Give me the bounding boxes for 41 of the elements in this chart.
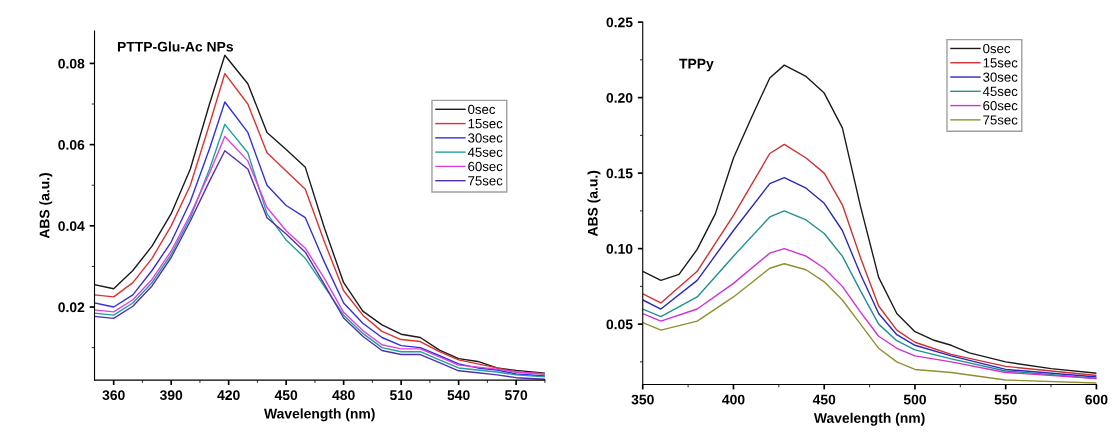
legend-label: 45sec <box>982 86 1018 97</box>
y-axis-title: ABS (a.u.) <box>587 170 601 237</box>
x-tick-label: 500 <box>903 394 926 405</box>
y-tick-label: 0.10 <box>606 243 633 254</box>
x-tick-label: 540 <box>447 390 470 401</box>
x-tick-label: 570 <box>504 390 528 401</box>
y-axis-title: ABS (a.u.) <box>39 173 53 239</box>
y-tick-label: 0.06 <box>58 139 85 150</box>
text: TPPy <box>679 58 714 72</box>
y-tick-label: 0.20 <box>606 92 633 103</box>
x-tick-label: 450 <box>812 394 836 405</box>
x-tick-label: 400 <box>722 394 745 405</box>
x-tick-label: 420 <box>217 390 240 401</box>
legend-label: 60sec <box>983 100 1018 111</box>
x-tick-label: 390 <box>159 390 183 401</box>
legend-label: 60sec <box>468 161 503 172</box>
y-tick-label: 0.05 <box>606 319 633 330</box>
x-axis-title: Wavelength (nm) <box>264 408 375 422</box>
x-tick-label: 450 <box>274 390 298 401</box>
x-tick-label: 600 <box>1085 394 1108 405</box>
y-tick-label: 0.25 <box>606 17 633 28</box>
x-tick-label: 510 <box>389 390 413 401</box>
text: PTTP-Glu-Ac NPs <box>117 41 233 52</box>
legend-label: 0sec <box>983 43 1011 54</box>
y-tick-label: 0.15 <box>606 168 633 179</box>
legend-label: 30sec <box>468 133 503 143</box>
y-tick-label: 0.08 <box>58 58 85 69</box>
x-tick-label: 360 <box>102 390 125 401</box>
legend-label: 75sec <box>983 115 1018 125</box>
x-tick-label: 550 <box>994 394 1017 405</box>
x-tick-label: 350 <box>631 394 654 405</box>
legend-label: 15sec <box>983 58 1018 68</box>
y-tick-label: 0.02 <box>58 302 85 313</box>
legend-label: 75sec <box>468 176 503 186</box>
x-axis-title: Wavelength (nm) <box>813 412 925 426</box>
legend-label: 0sec <box>468 104 496 115</box>
x-tick-label: 480 <box>332 390 355 401</box>
legend-label: 30sec <box>983 72 1018 82</box>
legend-label: 45sec <box>467 147 503 157</box>
y-tick-label: 0.04 <box>58 221 85 231</box>
legend-label: 15sec <box>468 119 503 129</box>
